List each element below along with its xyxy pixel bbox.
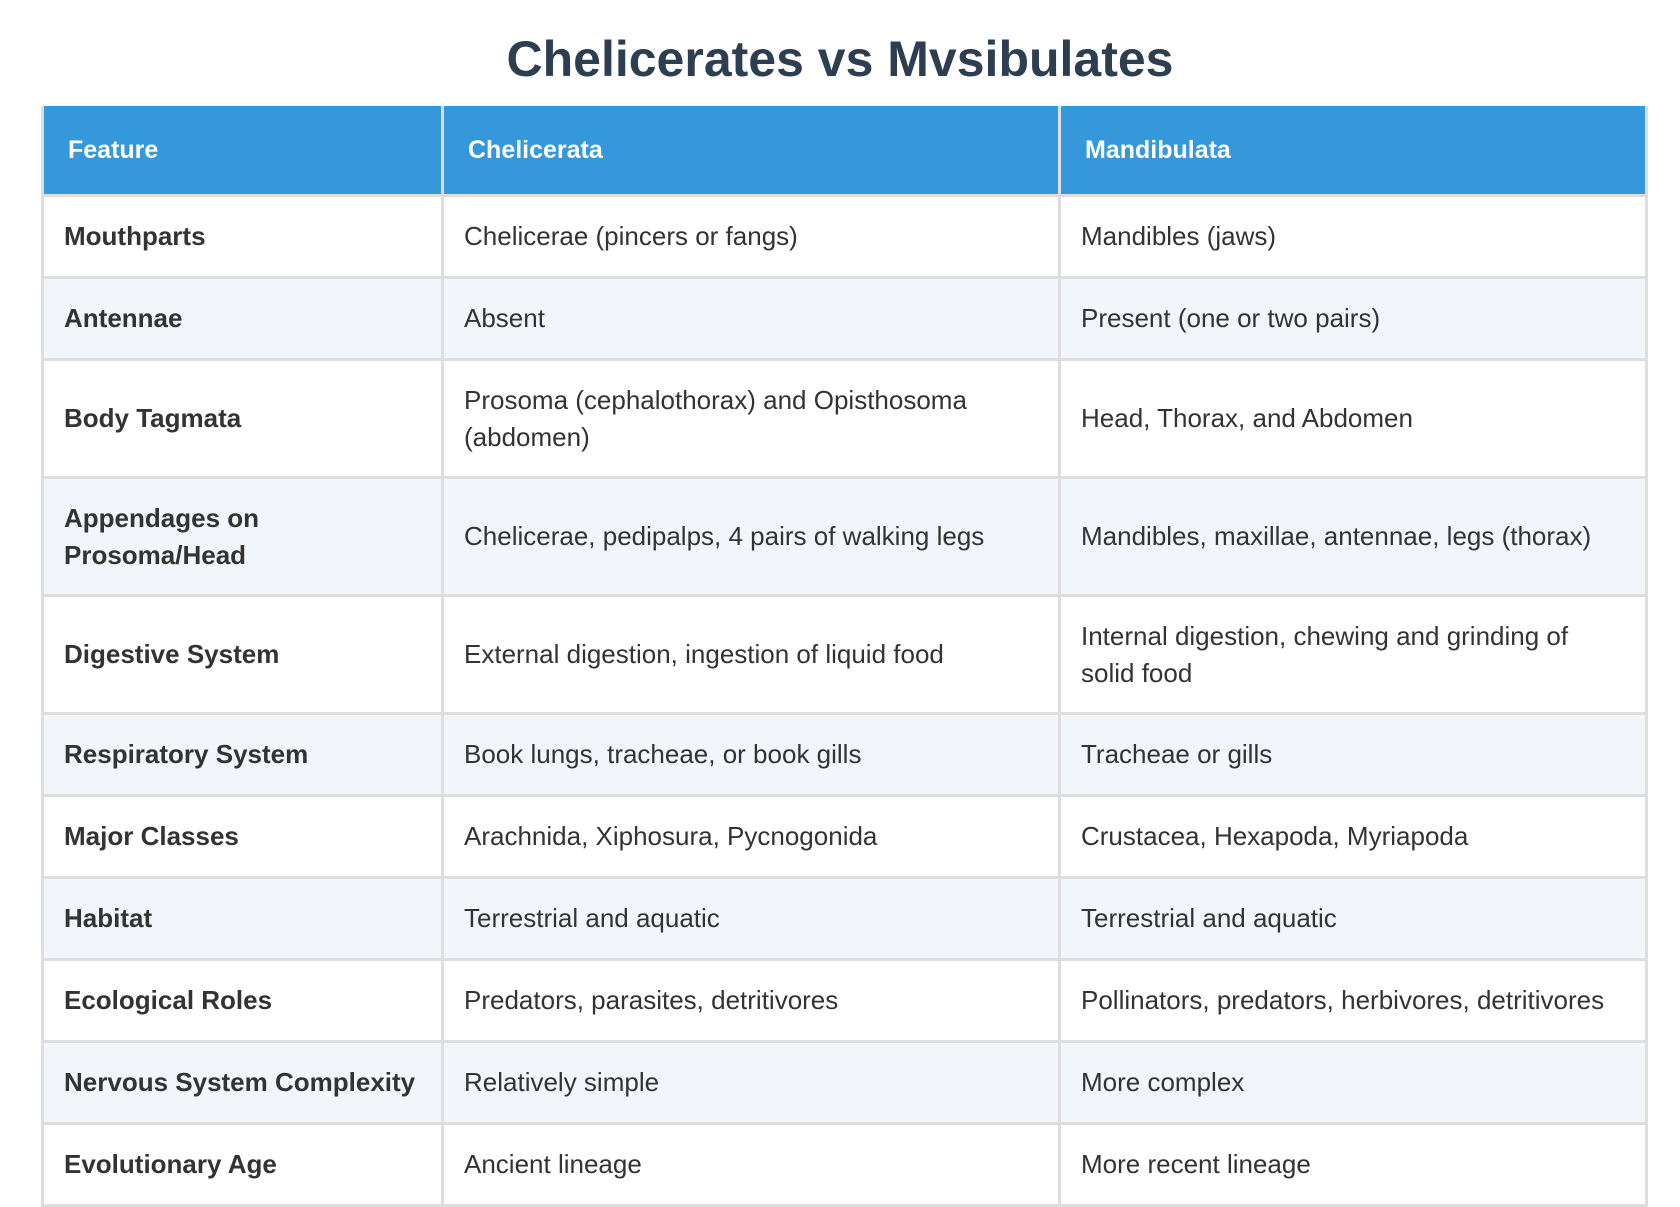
table-row: Mouthparts Chelicerae (pincers or fangs)… (41, 194, 1648, 279)
table-row: Digestive System External digestion, ing… (41, 594, 1648, 715)
chelicerata-cell: Chelicerae (pincers or fangs) (441, 194, 1061, 279)
table-row: Nervous System Complexity Relatively sim… (41, 1040, 1648, 1125)
chelicerata-cell: Chelicerae, pedipalps, 4 pairs of walkin… (441, 476, 1061, 597)
feature-cell: Evolutionary Age (41, 1122, 444, 1207)
mandibulata-cell: Tracheae or gills (1058, 712, 1648, 797)
feature-cell: Antennae (41, 276, 444, 361)
column-header-chelicerata: Chelicerata (441, 106, 1061, 197)
table-row: Habitat Terrestrial and aquatic Terrestr… (41, 876, 1648, 961)
feature-cell: Nervous System Complexity (41, 1040, 444, 1125)
mandibulata-cell: More complex (1058, 1040, 1648, 1125)
table-row: Evolutionary Age Ancient lineage More re… (41, 1122, 1648, 1207)
column-header-feature: Feature (41, 106, 444, 197)
chelicerata-cell: Relatively simple (441, 1040, 1061, 1125)
feature-cell: Ecological Roles (41, 958, 444, 1043)
mandibulata-cell: Terrestrial and aquatic (1058, 876, 1648, 961)
table-header-row: Feature Chelicerata Mandibulata (41, 106, 1648, 197)
feature-cell: Body Tagmata (41, 358, 444, 479)
chelicerata-cell: Terrestrial and aquatic (441, 876, 1061, 961)
chelicerata-cell: Book lungs, tracheae, or book gills (441, 712, 1061, 797)
table-row: Respiratory System Book lungs, tracheae,… (41, 712, 1648, 797)
mandibulata-cell: Crustacea, Hexapoda, Myriapoda (1058, 794, 1648, 879)
mandibulata-cell: Head, Thorax, and Abdomen (1058, 358, 1648, 479)
comparison-table: Feature Chelicerata Mandibulata Mouthpar… (41, 106, 1648, 1207)
column-header-mandibulata: Mandibulata (1058, 106, 1648, 197)
mandibulata-cell: Mandibles, maxillae, antennae, legs (tho… (1058, 476, 1648, 597)
feature-cell: Respiratory System (41, 712, 444, 797)
table-row: Ecological Roles Predators, parasites, d… (41, 958, 1648, 1043)
table-row: Antennae Absent Present (one or two pair… (41, 276, 1648, 361)
mandibulata-cell: Present (one or two pairs) (1058, 276, 1648, 361)
chelicerata-cell: Predators, parasites, detritivores (441, 958, 1061, 1043)
chelicerata-cell: Ancient lineage (441, 1122, 1061, 1207)
feature-cell: Mouthparts (41, 194, 444, 279)
table-row: Body Tagmata Prosoma (cephalothorax) and… (41, 358, 1648, 479)
page-title: Chelicerates vs Mvsibulates (506, 31, 1174, 87)
feature-cell: Habitat (41, 876, 444, 961)
chelicerata-cell: Prosoma (cephalothorax) and Opisthosoma … (441, 358, 1061, 479)
table-row: Major Classes Arachnida, Xiphosura, Pycn… (41, 794, 1648, 879)
chelicerata-cell: Arachnida, Xiphosura, Pycnogonida (441, 794, 1061, 879)
feature-cell: Major Classes (41, 794, 444, 879)
mandibulata-cell: More recent lineage (1058, 1122, 1648, 1207)
feature-cell: Digestive System (41, 594, 444, 715)
mandibulata-cell: Mandibles (jaws) (1058, 194, 1648, 279)
feature-cell: Appendages on Prosoma/Head (41, 476, 444, 597)
mandibulata-cell: Internal digestion, chewing and grinding… (1058, 594, 1648, 715)
table-row: Appendages on Prosoma/Head Chelicerae, p… (41, 476, 1648, 597)
chelicerata-cell: Absent (441, 276, 1061, 361)
chelicerata-cell: External digestion, ingestion of liquid … (441, 594, 1061, 715)
mandibulata-cell: Pollinators, predators, herbivores, detr… (1058, 958, 1648, 1043)
